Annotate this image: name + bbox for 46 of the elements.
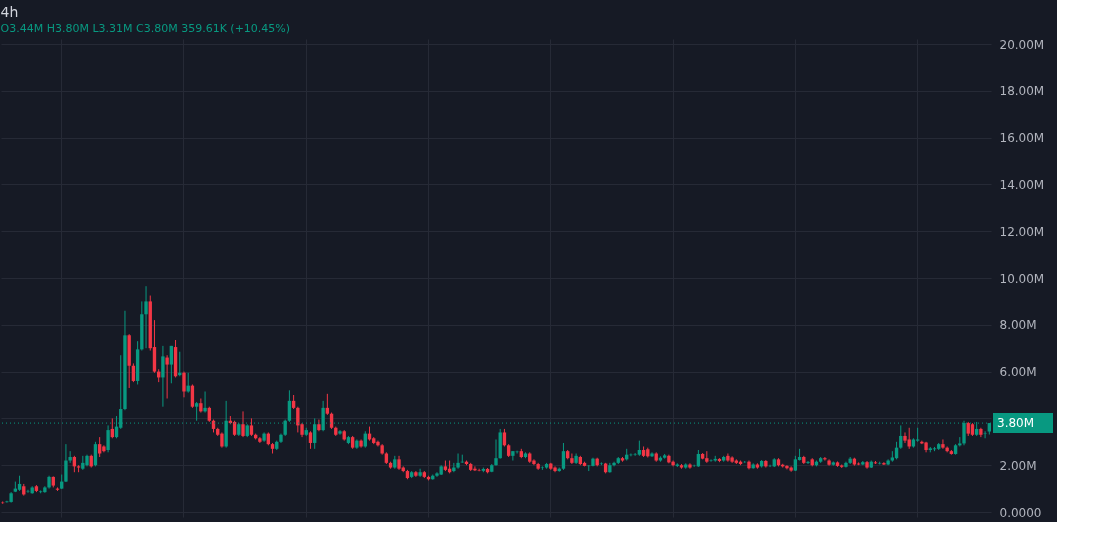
candlestick: [494, 438, 498, 467]
candlestick: [165, 354, 169, 400]
candlestick: [823, 456, 827, 462]
candlestick: [296, 406, 300, 433]
candlestick: [203, 390, 207, 414]
candlestick: [106, 424, 110, 453]
candlestick: [886, 458, 890, 466]
y-tick-label: 8.00M: [999, 318, 1037, 333]
candlestick: [899, 424, 903, 450]
candlestick: [161, 345, 165, 408]
ref-line-label: 3.80M: [997, 416, 1035, 431]
y-tick-label: 20.00M: [999, 37, 1045, 52]
candlestick: [570, 453, 574, 465]
chart-subtitle: O3.44M H3.80M L3.31M C3.80M 359.61K (+10.45%): [0, 22, 291, 35]
candlestick: [169, 345, 174, 384]
candlestick: [144, 285, 148, 349]
y-tick-label: 6.00M: [999, 365, 1037, 380]
candlestick: [561, 442, 566, 471]
candlestick: [785, 464, 789, 470]
candlestick: [789, 465, 793, 473]
candlestick: [983, 430, 987, 439]
candlestick: [241, 410, 245, 438]
y-tick-label: 16.00M: [999, 131, 1045, 146]
candlestick: [903, 431, 907, 444]
candlestick: [456, 453, 460, 470]
candlestick: [633, 452, 637, 457]
candlestick: [359, 438, 363, 449]
y-tick-label: 14.00M: [999, 177, 1045, 192]
candlestick: [325, 393, 330, 416]
y-tick-label: 10.00M: [999, 271, 1045, 286]
candlestick: [941, 438, 945, 450]
y-tick-label: 18.00M: [999, 84, 1045, 99]
candlestick: [194, 401, 199, 422]
candlestick: [532, 458, 536, 466]
candlestick: [553, 465, 557, 473]
candlestick: [182, 371, 186, 398]
candlestick: [511, 450, 515, 462]
candlestick: [418, 468, 422, 478]
candlestick: [64, 443, 68, 483]
candlestick: [806, 460, 810, 465]
y-tick-label: 2.00M: [999, 458, 1037, 473]
candlestick: [827, 458, 831, 467]
y-tick-label: 12.00M: [999, 224, 1045, 239]
candlestick: [97, 436, 102, 458]
y-tick-label: 0.0000: [999, 505, 1042, 520]
chart-title: 4h: [0, 4, 19, 20]
